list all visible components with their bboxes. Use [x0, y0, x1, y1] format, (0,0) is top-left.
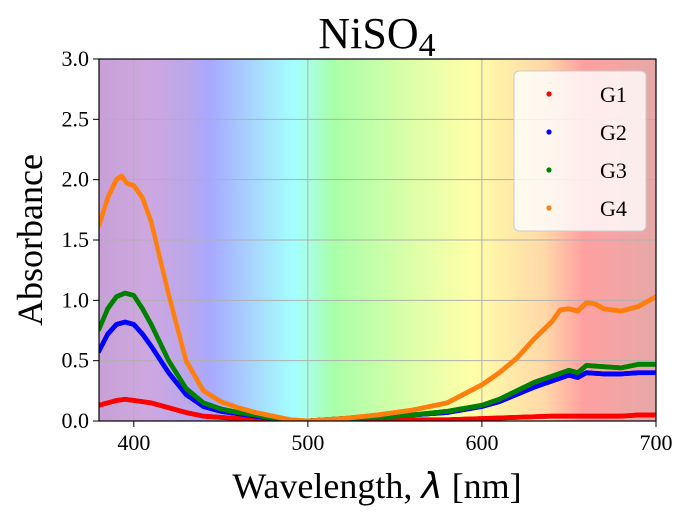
x-tick-label: 400 [117, 430, 150, 455]
y-tick-label: 0.5 [62, 348, 90, 373]
legend-box [513, 70, 647, 232]
legend-label-g1: G1 [600, 82, 627, 107]
x-axis-title: Wavelength, λ [nm] [232, 466, 521, 507]
y-tick-label: 2.5 [62, 106, 90, 131]
legend-marker-g2 [546, 129, 552, 135]
y-tick-label: 0.0 [62, 408, 90, 433]
legend-label-g4: G4 [600, 196, 627, 221]
y-tick-label: 1.0 [62, 287, 90, 312]
chart-title: NiSO4 [318, 9, 435, 64]
x-tick-label: 700 [640, 430, 673, 455]
legend-label-g3: G3 [600, 158, 627, 183]
y-axis-title: Absorbance [10, 154, 50, 326]
x-tick-label: 600 [465, 430, 498, 455]
series-g4 [99, 173, 656, 421]
legend: G1 G2 G3 G4 [513, 70, 647, 232]
y-tick-label: 3.0 [62, 46, 90, 71]
legend-marker-g1 [546, 91, 552, 97]
y-tick-label: 2.0 [62, 167, 90, 192]
y-tick-label: 1.5 [62, 227, 90, 252]
legend-label-g2: G2 [600, 120, 627, 145]
legend-marker-g3 [546, 167, 552, 173]
x-tick-label: 500 [291, 430, 324, 455]
legend-marker-g4 [546, 205, 552, 211]
axis-ticks: 400 500 600 700 0.0 0.5 1.0 1.5 2.0 2.5 3.0 [62, 46, 673, 455]
